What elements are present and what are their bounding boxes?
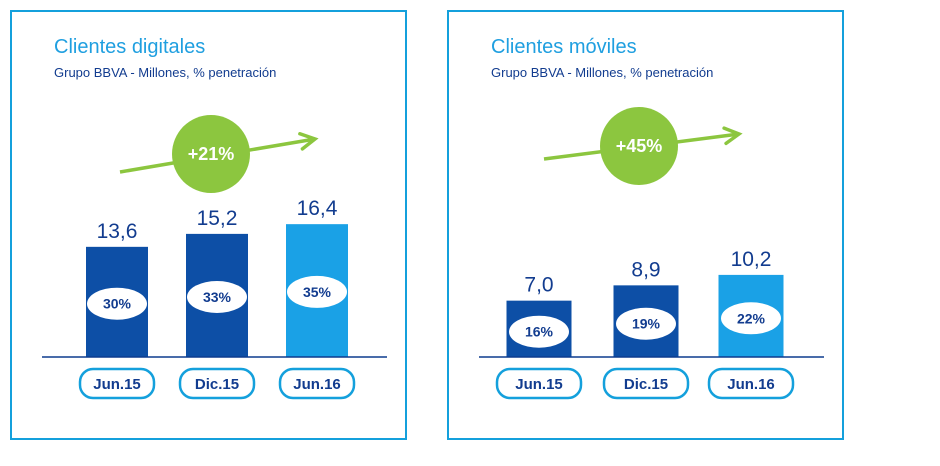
category-pill	[495, 367, 583, 400]
value-label: 15,2	[197, 207, 238, 230]
penetration-oval	[721, 302, 781, 335]
category-label: Jun.15	[515, 376, 563, 393]
category-pill	[707, 367, 795, 400]
arrow-head-icon	[298, 132, 319, 151]
value-label: 16,4	[297, 197, 338, 220]
chart-title: Clientes digitales	[54, 36, 206, 58]
category-label: Jun.16	[293, 376, 341, 393]
penetration-oval	[187, 280, 247, 313]
category-pill	[78, 367, 156, 400]
growth-label: +45%	[616, 136, 663, 156]
value-label: 7,0	[524, 274, 553, 297]
digital-clients-panel: Clientes digitales Grupo BBVA - Millones…	[10, 10, 407, 440]
penetration-label: 16%	[525, 324, 554, 340]
category-label: Jun.16	[727, 376, 775, 393]
chart-title: Clientes móviles	[491, 36, 637, 58]
penetration-label: 35%	[303, 284, 332, 300]
category-label: Jun.15	[93, 376, 141, 393]
mobile-clients-panel: Clientes móviles Grupo BBVA - Millones, …	[447, 10, 844, 440]
category-pill	[602, 367, 690, 400]
penetration-label: 30%	[103, 296, 132, 312]
chart-subtitle: Grupo BBVA - Millones, % penetración	[491, 65, 714, 80]
value-label: 13,6	[97, 220, 138, 243]
digital-clients-bar-chart: +21% 13,6 30% Jun.15 15,2 33% Dic.15 16,4 35% Jun…	[42, 115, 387, 400]
category-label: Dic.15	[195, 376, 239, 393]
category-label: Dic.15	[624, 376, 668, 393]
penetration-oval	[87, 287, 147, 320]
penetration-label: 19%	[632, 316, 661, 332]
growth-badge	[600, 107, 678, 185]
chart-subtitle: Grupo BBVA - Millones, % penetración	[54, 65, 277, 80]
growth-label: +21%	[188, 144, 235, 164]
category-pill	[178, 367, 256, 400]
penetration-oval	[616, 307, 676, 340]
penetration-oval	[287, 275, 347, 308]
arrow-head-icon	[722, 126, 743, 146]
penetration-label: 33%	[203, 289, 232, 305]
mobile-clients-bar-chart: +45% 7,0 16% Jun.15 8,9 19% Dic.15 10,2 22% Jun.1…	[479, 107, 824, 400]
growth-badge	[172, 115, 250, 193]
penetration-label: 22%	[737, 310, 766, 326]
value-label: 8,9	[631, 258, 660, 281]
category-pill	[278, 367, 356, 400]
penetration-oval	[509, 315, 569, 348]
value-label: 10,2	[731, 248, 772, 271]
